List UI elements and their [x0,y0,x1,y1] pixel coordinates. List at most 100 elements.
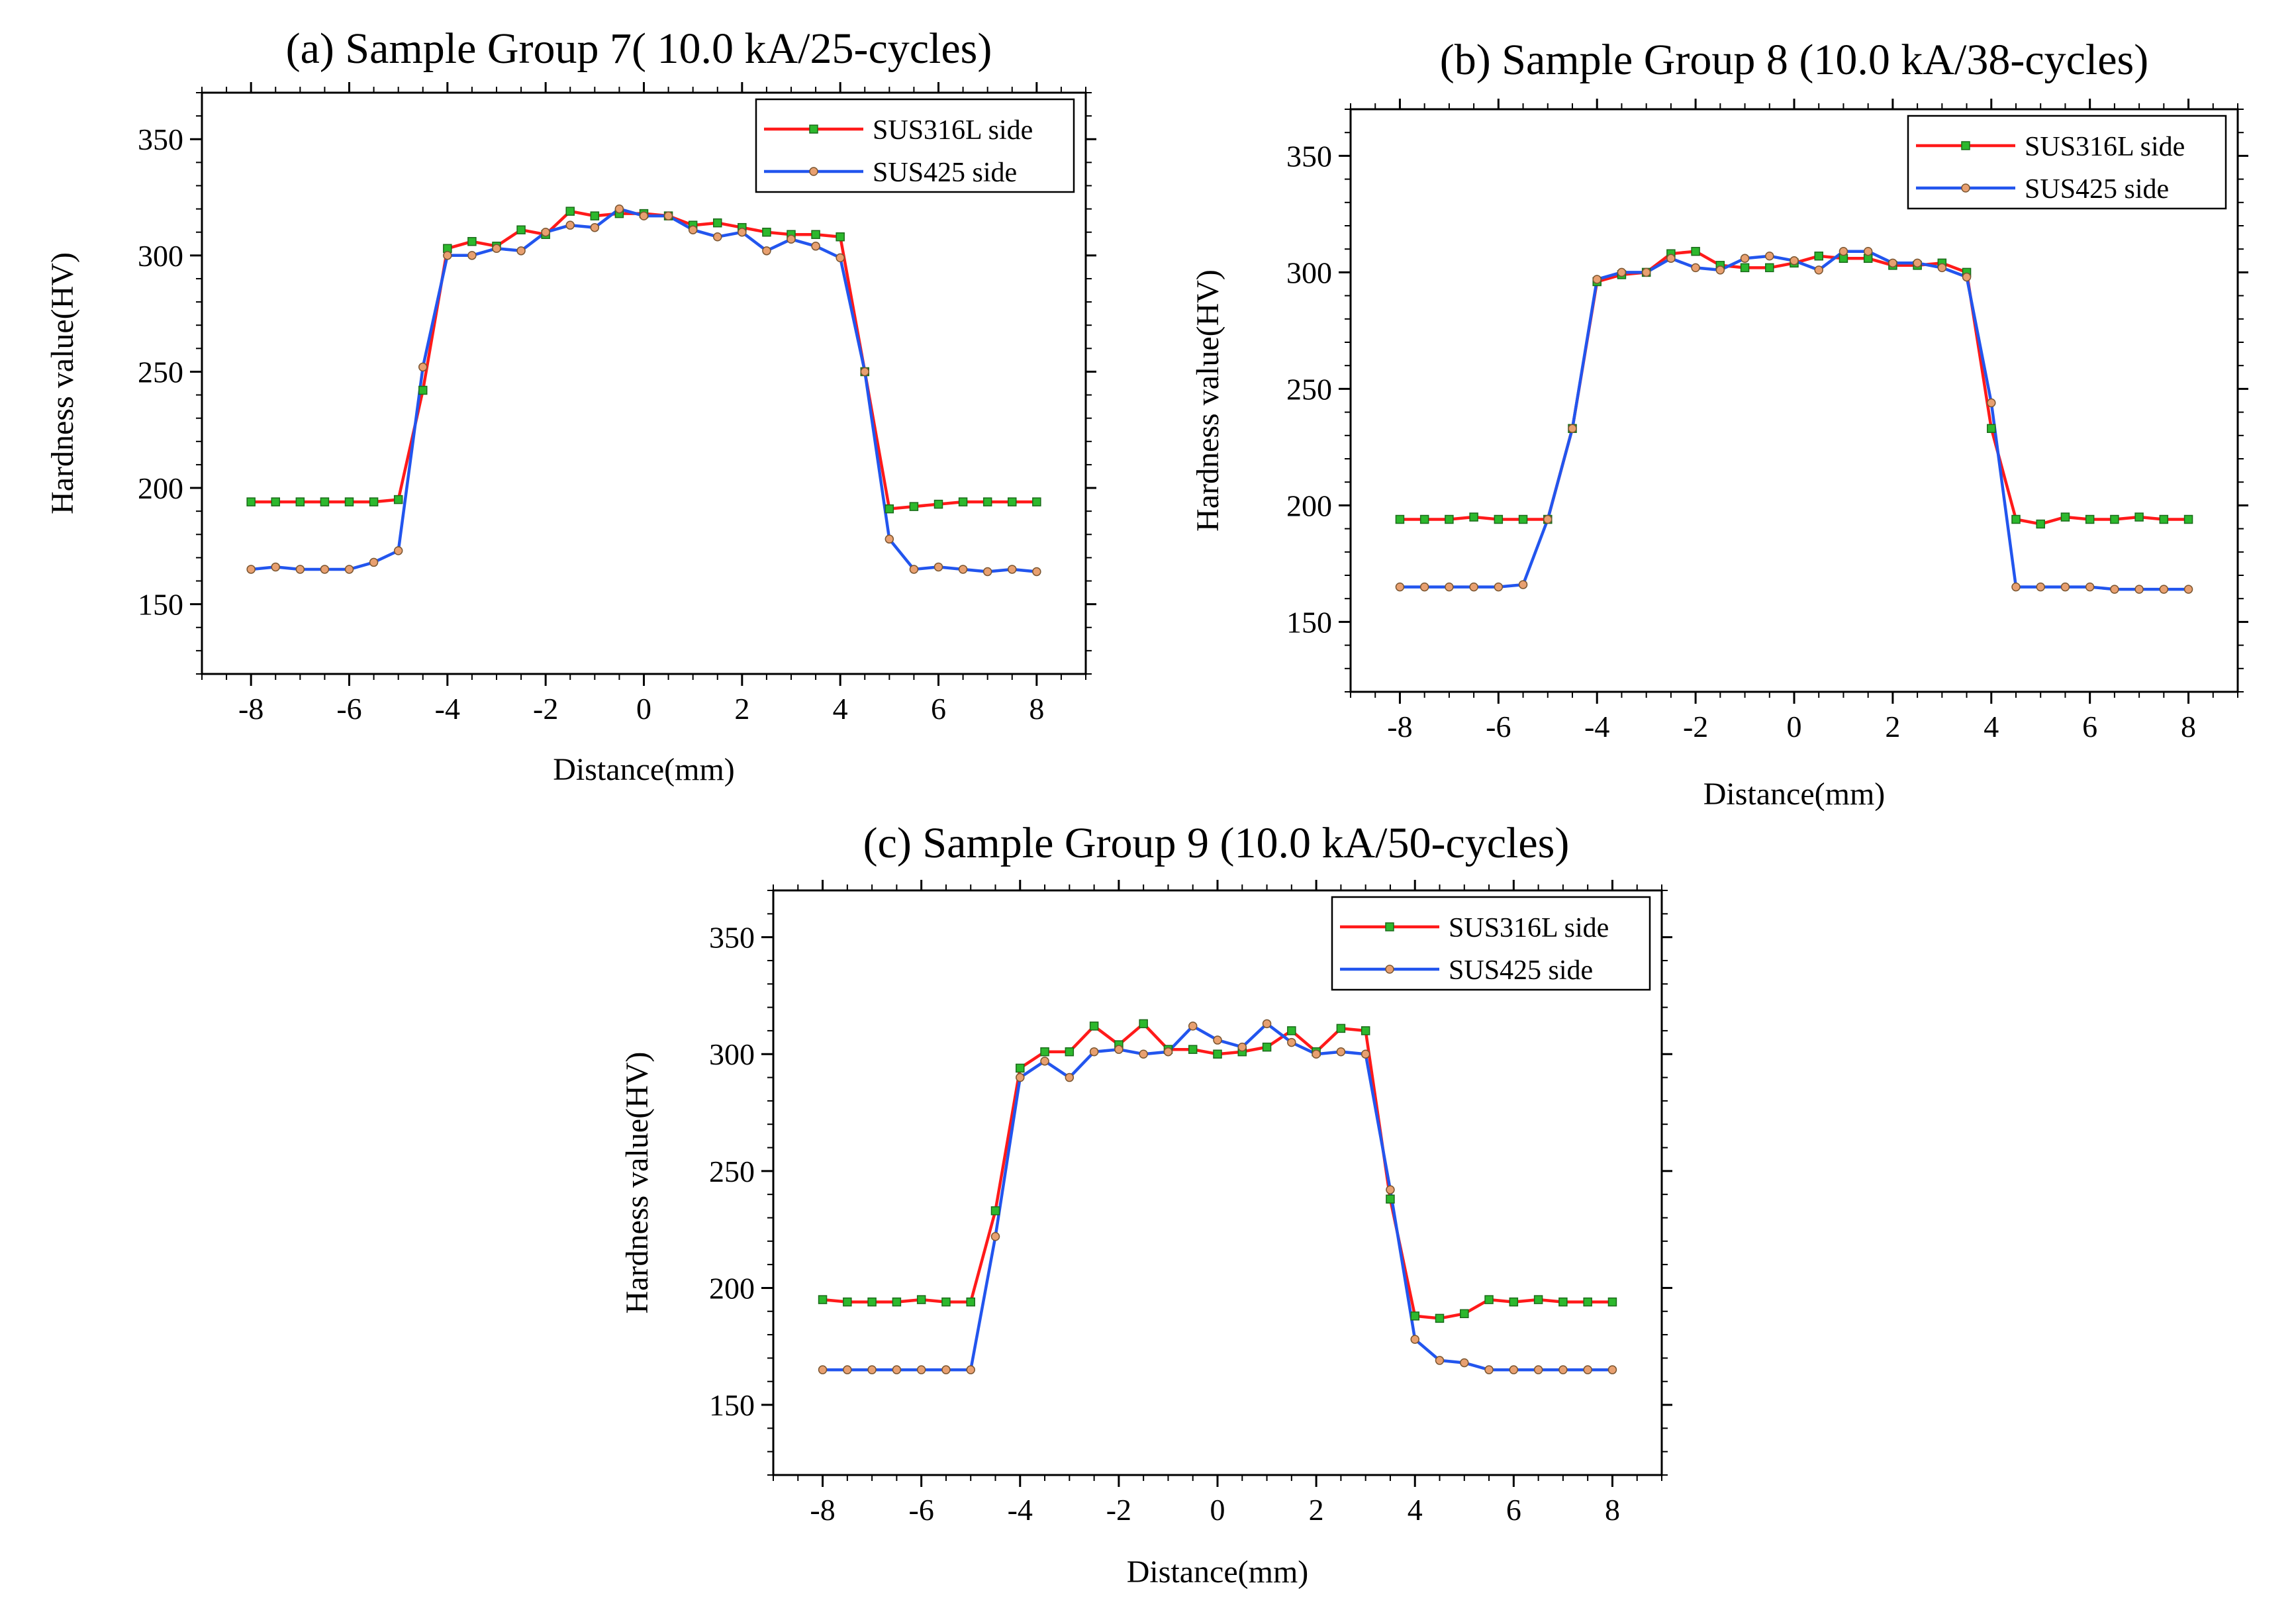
data-point-sus425 [1839,246,1848,256]
data-point-sus316l [2060,512,2070,522]
y-tick-label: 250 [709,1155,755,1188]
y-axis-label: Hardness value(HV) [1190,269,1225,532]
data-point-sus316l [933,499,943,509]
data-point-sus316l [1435,1313,1445,1323]
data-point-sus425 [1114,1045,1124,1054]
data-point-sus425 [2060,582,2070,592]
data-point-sus425 [941,1365,951,1374]
data-point-sus316l [516,225,526,234]
series-line-sus425 [822,1022,1613,1372]
data-point-sus316l [1361,1026,1370,1035]
data-point-sus316l [713,218,722,228]
data-point-sus425 [1937,263,1947,273]
data-point-sus316l [393,495,403,504]
data-point-sus316l [2159,514,2169,524]
data-point-sus425 [1188,1022,1198,1031]
legend-label: SUS425 side [873,158,1017,188]
legend-box [755,98,1075,193]
y-tick-label: 250 [138,355,183,389]
data-point-sus425 [516,246,526,256]
x-tick-label: 0 [1787,710,1802,743]
y-tick-label: 200 [709,1271,755,1305]
legend-marker [809,167,818,176]
x-axis-label: Distance(mm) [1703,777,1886,812]
data-point-sus425 [2085,582,2095,592]
x-tick-label: 8 [2181,710,2196,743]
x-tick-label: 4 [1408,1493,1423,1527]
panel-c: (c) Sample Group 9 (10.0 kA/50-cycles) -8… [620,819,1672,1590]
x-tick-label: 6 [931,692,946,726]
data-point-sus316l [1410,1311,1419,1321]
y-tick-label: 150 [138,588,183,622]
data-point-sus425 [393,546,403,555]
data-point-sus425 [1543,514,1553,524]
x-tick-label: -4 [435,692,460,726]
legend-marker [809,124,818,134]
data-point-sus425 [1987,398,1996,408]
data-point-sus316l [916,1295,926,1304]
y-axis-label: Hardness value(HV) [620,1052,655,1314]
y-tick-label: 350 [1286,139,1332,173]
data-point-sus316l [1814,252,1823,261]
data-point-sus316l [1213,1049,1222,1059]
data-point-sus316l [369,497,379,506]
data-point-sus425 [1237,1042,1247,1052]
data-point-sus425 [1592,275,1602,284]
data-point-sus316l [818,1295,828,1304]
y-tick-label: 150 [1286,605,1332,639]
data-point-sus425 [1518,580,1528,589]
data-point-sus425 [2183,585,2193,594]
data-point-sus316l [958,497,968,506]
data-point-sus425 [320,565,330,574]
data-point-sus425 [590,222,600,232]
data-point-sus316l [909,502,919,511]
y-tick-label: 300 [138,239,183,273]
data-point-sus316l [1188,1045,1198,1054]
data-point-sus316l [1445,514,1454,524]
data-point-sus316l [1089,1022,1099,1031]
data-point-sus425 [1863,246,1873,256]
data-point-sus425 [1016,1072,1025,1082]
data-point-sus425 [1607,1365,1617,1374]
data-point-sus316l [1139,1019,1148,1029]
data-point-sus316l [2085,514,2095,524]
data-point-sus316l [966,1297,975,1307]
chart-title: (b) Sample Group 8 (10.0 kA/38-cycles) [1440,36,2148,84]
data-point-sus425 [909,565,919,574]
data-point-sus425 [811,242,820,251]
x-tick-label: 6 [1506,1493,1521,1527]
data-point-sus316l [1032,497,1041,506]
x-tick-label: -8 [1387,710,1412,743]
legend-marker [1385,922,1394,931]
x-tick-label: 0 [636,692,651,726]
legend-label: SUS316L side [873,115,1033,146]
data-point-sus425 [1568,424,1577,433]
data-point-sus316l [1765,263,1774,273]
data-point-sus425 [2134,585,2144,594]
data-point-sus316l [1494,514,1504,524]
data-point-sus425 [1040,1057,1049,1066]
data-point-sus425 [271,562,280,572]
data-point-sus425 [867,1365,877,1374]
data-point-sus425 [1740,254,1750,263]
y-tick-label: 350 [709,921,755,955]
x-tick-label: -4 [1584,710,1609,743]
data-point-sus425 [892,1365,902,1374]
legend-label: SUS316L side [1449,913,1609,943]
x-tick-label: 4 [833,692,848,726]
data-point-sus425 [1287,1037,1296,1047]
data-point-sus316l [1583,1297,1592,1307]
data-point-sus425 [1445,582,1454,592]
legend-marker [1961,141,1970,150]
data-point-sus425 [2011,582,2021,592]
y-tick-label: 250 [1286,372,1332,406]
legend-label: SUS425 side [2025,174,2169,205]
data-point-sus316l [2036,519,2045,529]
data-point-sus316l [867,1297,877,1307]
data-point-sus425 [443,251,452,260]
data-point-sus316l [982,497,992,506]
data-point-sus425 [1262,1019,1272,1029]
data-point-sus425 [836,253,845,263]
data-point-sus425 [2110,585,2119,594]
y-tick-label: 150 [709,1388,755,1422]
